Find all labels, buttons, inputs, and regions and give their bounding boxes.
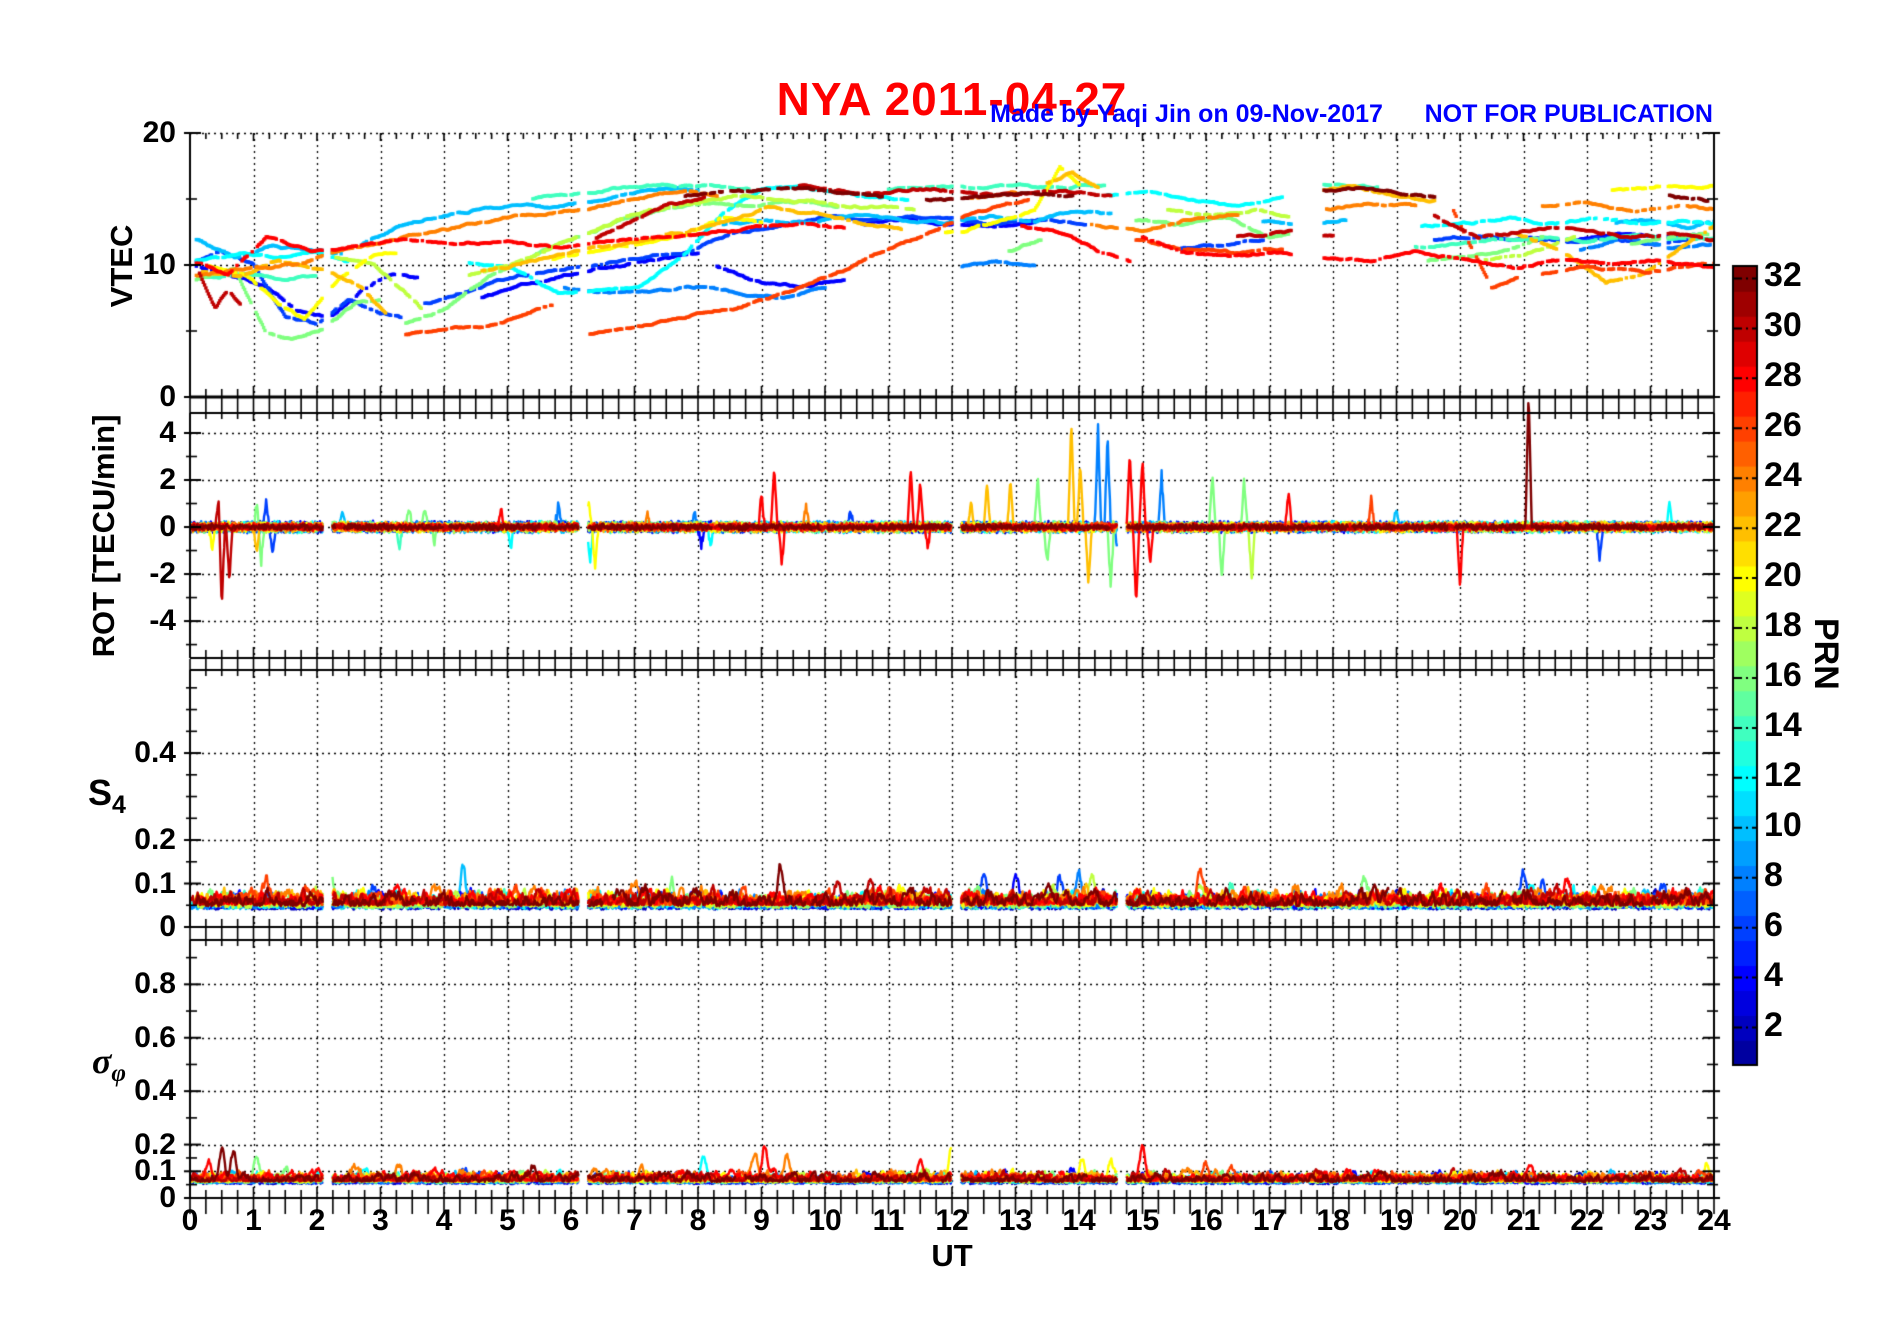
colorbar-tick-label: 2 bbox=[1764, 1005, 1783, 1044]
colorbar-tick-label: 22 bbox=[1764, 506, 1802, 545]
s4-axis-label: S4 bbox=[88, 772, 126, 820]
x-tick-label: 14 bbox=[1062, 1204, 1096, 1237]
page-subtitle: Made by Yaqi Jin on 09-Nov-2017 NOT FOR … bbox=[990, 100, 1713, 128]
x-tick-label: 20 bbox=[1443, 1204, 1477, 1237]
sigma-phi-axis-label: σφ bbox=[92, 1040, 126, 1088]
x-tick-label: 0 bbox=[181, 1204, 199, 1237]
colorbar-tick-label: 30 bbox=[1764, 306, 1802, 345]
S4-y-tick-label: 0.4 bbox=[134, 736, 176, 770]
S4-y-tick-label: 0 bbox=[159, 910, 176, 943]
VTEC-y-tick-label: 0 bbox=[159, 380, 176, 413]
sigma-phi-axis-label-main: σ bbox=[92, 1041, 112, 1081]
colorbar-tick-label: 10 bbox=[1764, 805, 1802, 844]
x-tick-label: 16 bbox=[1189, 1204, 1223, 1237]
ROT-y-tick-label: -2 bbox=[149, 557, 176, 591]
x-tick-label: 11 bbox=[872, 1204, 905, 1237]
x-tick-label: 7 bbox=[626, 1204, 643, 1237]
x-tick-label: 23 bbox=[1633, 1204, 1668, 1237]
ROT-y-tick-label: 0 bbox=[159, 510, 176, 544]
x-tick-label: 5 bbox=[499, 1204, 516, 1237]
sigma_phi-y-tick-label: 0.8 bbox=[134, 967, 176, 1001]
colorbar-tick-label: 26 bbox=[1764, 406, 1802, 445]
x-tick-label: 9 bbox=[753, 1204, 770, 1237]
x-tick-label: 3 bbox=[372, 1204, 389, 1237]
s4-axis-label-main: S bbox=[88, 772, 113, 813]
x-tick-label: 24 bbox=[1697, 1204, 1731, 1237]
x-tick-label: 8 bbox=[689, 1204, 707, 1237]
sigma_phi-y-tick-label: 0.2 bbox=[134, 1127, 176, 1161]
colorbar-tick-label: 4 bbox=[1764, 955, 1783, 994]
sigma_phi-y-tick-label: 0.4 bbox=[134, 1074, 176, 1108]
VTEC-y-tick-label: 10 bbox=[142, 248, 176, 281]
x-tick-label: 13 bbox=[998, 1204, 1033, 1237]
colorbar-tick-label: 16 bbox=[1764, 655, 1802, 694]
colorbar-tick-label: 32 bbox=[1764, 256, 1802, 295]
sigma-phi-axis-label-sub: φ bbox=[111, 1060, 127, 1088]
sigma_phi-y-tick-label: 0.6 bbox=[134, 1020, 176, 1054]
x-tick-label: 4 bbox=[435, 1204, 453, 1237]
colorbar-tick-label: 8 bbox=[1764, 855, 1783, 894]
sigma_phi-y-tick-label: 0 bbox=[159, 1181, 176, 1214]
S4-y-tick-label: 0.2 bbox=[134, 823, 176, 857]
x-tick-label: 6 bbox=[562, 1204, 580, 1237]
colorbar-tick-label: 20 bbox=[1764, 556, 1802, 595]
colorbar-tick-label: 6 bbox=[1764, 905, 1783, 944]
x-tick-label: 22 bbox=[1570, 1204, 1604, 1237]
ROT-y-tick-label: 2 bbox=[159, 463, 176, 496]
colorbar-tick-label: 12 bbox=[1764, 755, 1802, 794]
colorbar-tick-label: 24 bbox=[1764, 456, 1802, 495]
x-tick-label: 19 bbox=[1379, 1204, 1414, 1237]
sigma_phi-y-tick-label: 0.1 bbox=[134, 1154, 176, 1188]
x-tick-label: 12 bbox=[935, 1204, 969, 1237]
s4-axis-label-sub: 4 bbox=[112, 791, 126, 820]
colorbar-tick-label: 18 bbox=[1764, 606, 1802, 645]
x-axis-label: UT bbox=[931, 1238, 973, 1273]
x-tick-label: 18 bbox=[1316, 1204, 1350, 1237]
x-tick-label: 15 bbox=[1125, 1204, 1160, 1237]
ROT-y-tick-label: -4 bbox=[149, 604, 176, 638]
colorbar-label: PRN bbox=[1807, 618, 1845, 690]
S4-y-tick-label: 0.1 bbox=[134, 866, 176, 900]
colorbar-tick-label: 28 bbox=[1764, 356, 1802, 395]
x-tick-label: 21 bbox=[1506, 1204, 1541, 1237]
colorbar-tick-label: 14 bbox=[1764, 705, 1802, 744]
x-tick-label: 17 bbox=[1252, 1204, 1287, 1237]
VTEC-y-tick-label: 20 bbox=[142, 116, 176, 149]
x-tick-label: 1 bbox=[245, 1204, 262, 1237]
x-tick-label: 2 bbox=[308, 1204, 326, 1237]
page-title: NYA 2011-04-27 bbox=[776, 73, 1128, 125]
x-tick-label: 10 bbox=[808, 1204, 842, 1237]
ROT-y-tick-label: 4 bbox=[159, 415, 176, 449]
